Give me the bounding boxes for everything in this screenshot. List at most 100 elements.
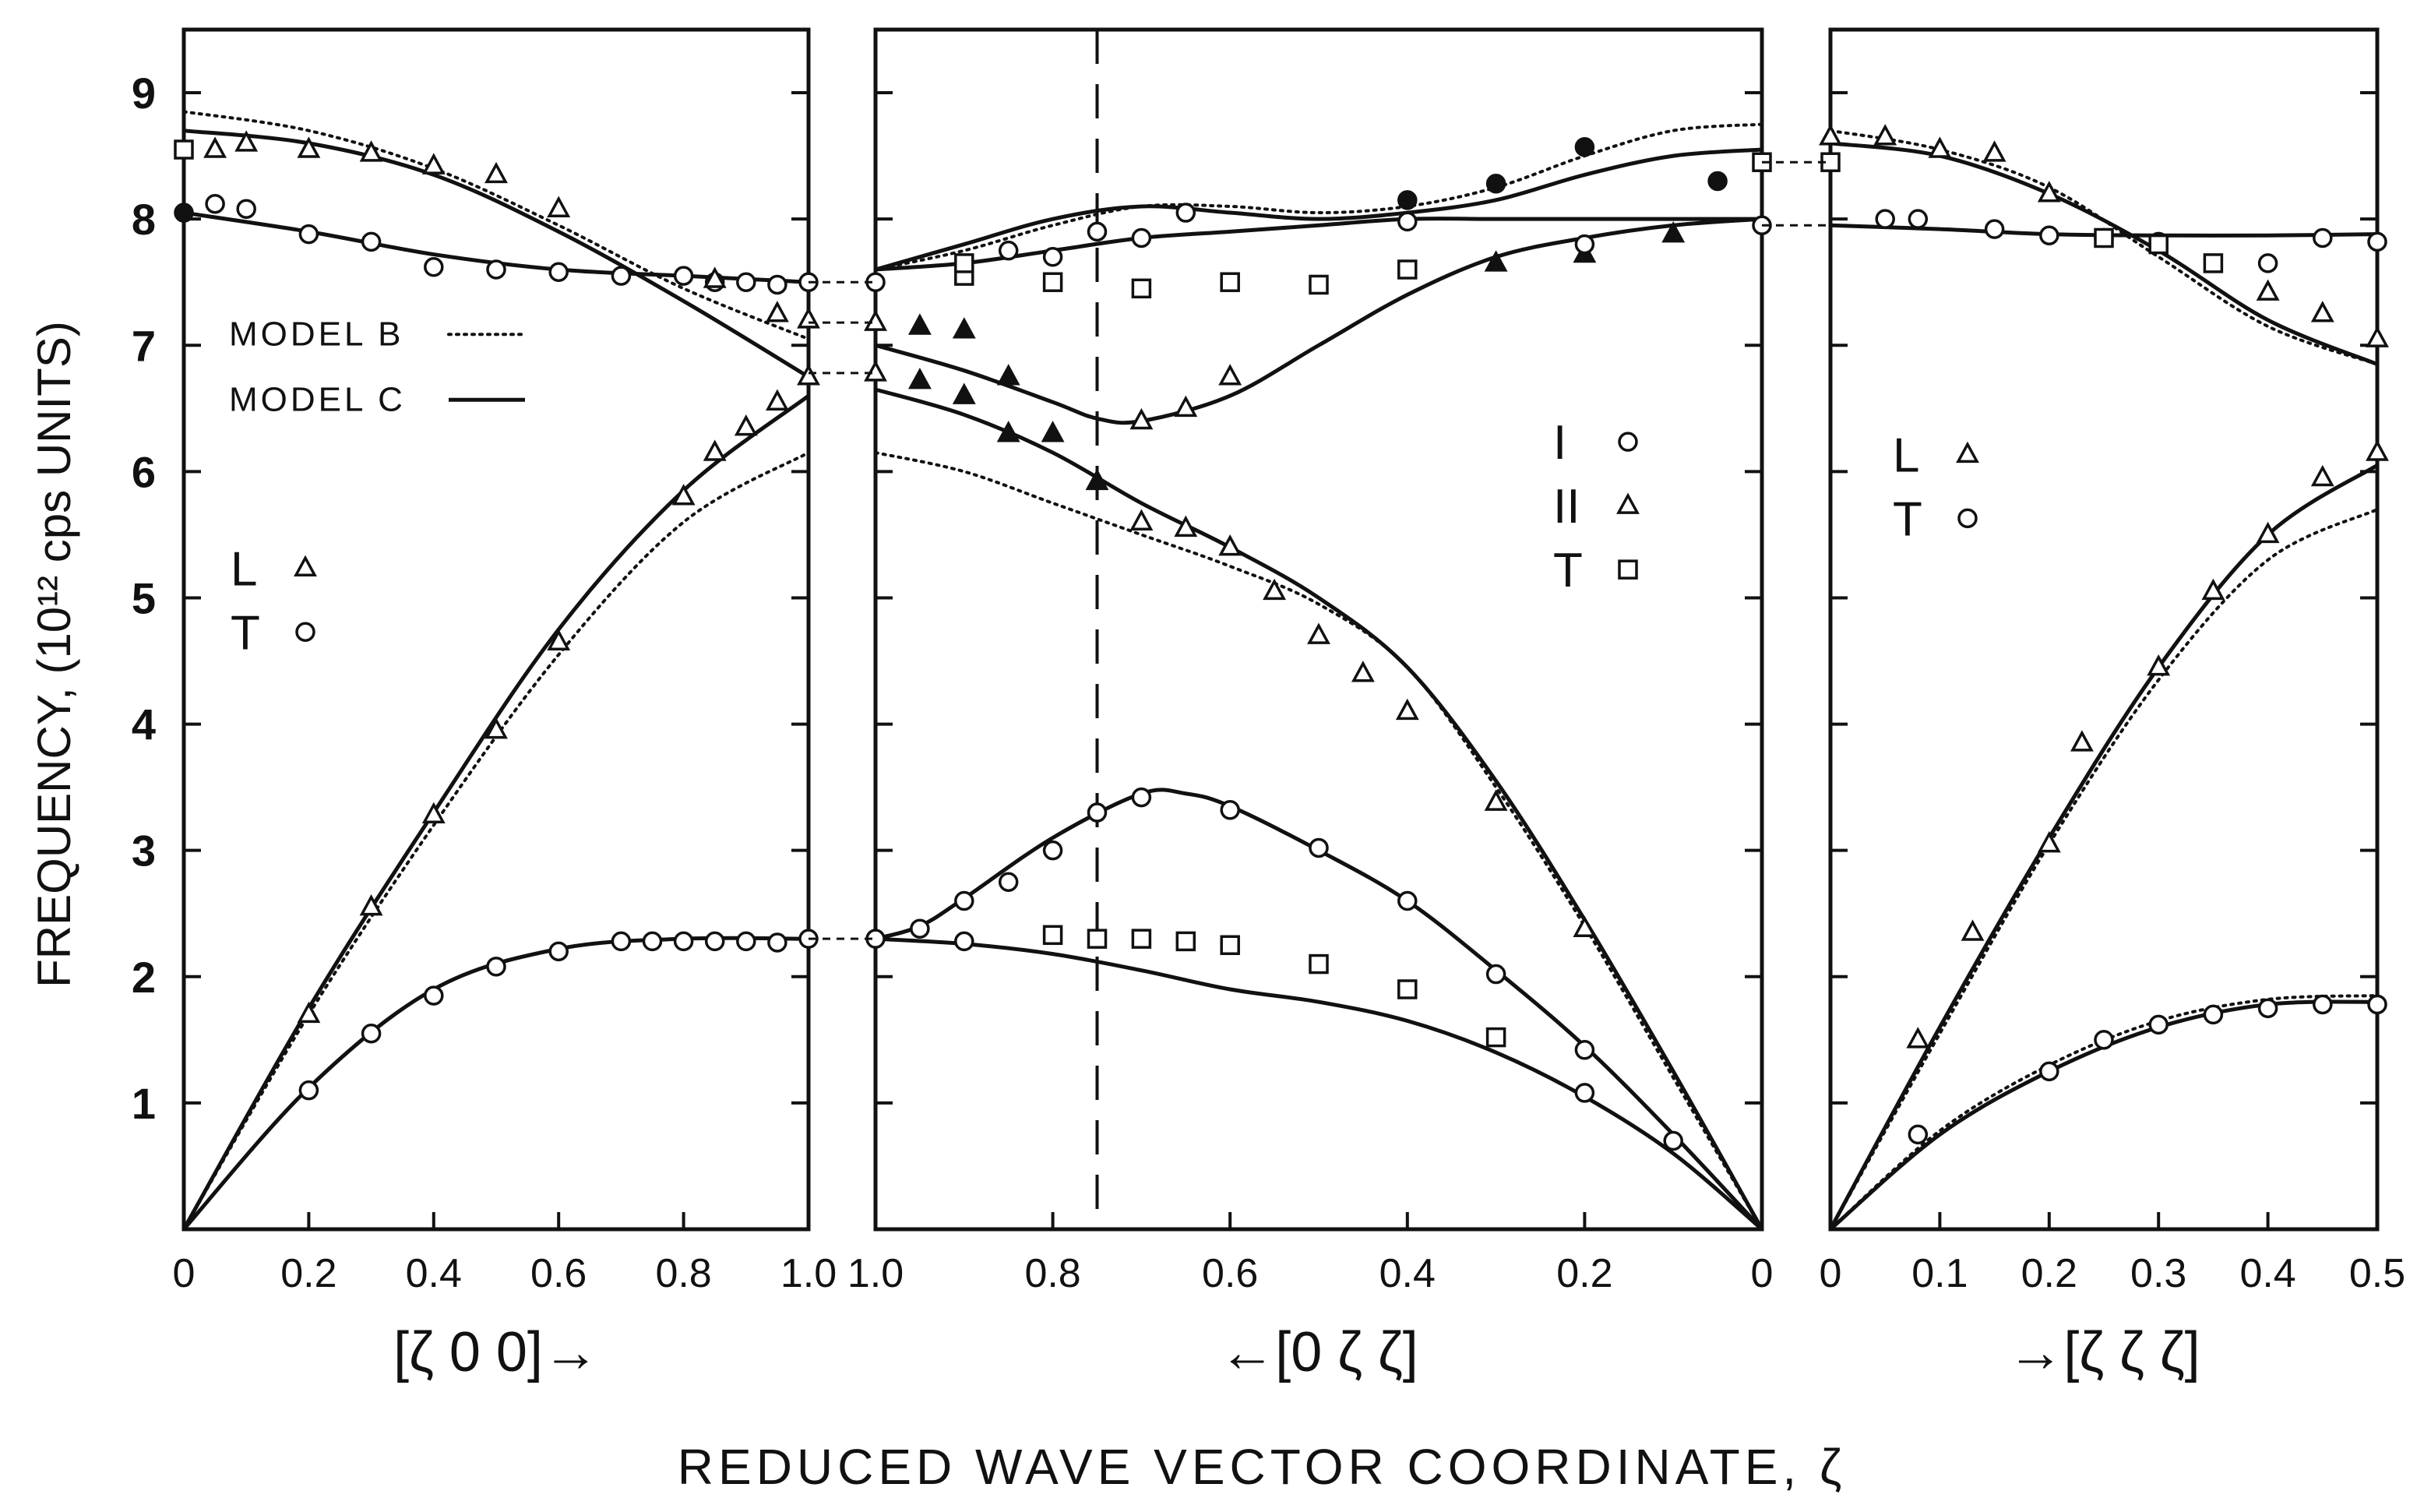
data-point-circle — [1087, 802, 1108, 823]
data-point-square — [1485, 1027, 1506, 1048]
legend-marker-square — [1618, 559, 1638, 580]
data-point-circle — [1087, 221, 1108, 242]
data-point-triangle — [2256, 279, 2280, 301]
data-point-triangle — [1873, 124, 1897, 146]
data-point-circle — [2257, 253, 2278, 273]
data-point-circle — [486, 957, 506, 977]
panel-frame — [181, 27, 811, 1232]
data-point-circle — [1042, 840, 1063, 861]
data-point-circle — [1131, 227, 1152, 248]
model-legend-label: MODEL B — [229, 315, 403, 353]
data-point-triangle — [864, 360, 887, 382]
y-tick-label: 7 — [132, 321, 156, 370]
data-point-triangle — [2366, 326, 2389, 347]
curve-model-c-low-T — [875, 936, 1763, 1231]
data-point-square — [2148, 234, 2169, 255]
data-point-triangle — [297, 136, 321, 158]
data-point-circle — [2367, 994, 2387, 1015]
data-point-circle — [2039, 225, 2059, 245]
data-point-filled-triangle — [952, 382, 976, 404]
data-point-circle — [1175, 203, 1196, 223]
curve-model-c-high-L — [875, 387, 1764, 1231]
legend-label: T — [1893, 492, 1922, 546]
data-point-triangle — [734, 414, 758, 436]
data-point-triangle — [1174, 515, 1198, 537]
legend-marker-triangle — [1616, 492, 1640, 514]
data-point-circle — [2313, 994, 2333, 1015]
data-point-square — [2203, 253, 2224, 273]
curve-model-c-optic-low — [875, 217, 1763, 425]
curve-model-c-acoustic-L — [1828, 463, 2379, 1231]
y-tick-label: 2 — [132, 953, 156, 1002]
data-point-triangle — [1961, 919, 1985, 941]
data-point-circle — [1131, 787, 1152, 808]
data-point-circle — [298, 224, 319, 245]
data-point-circle — [1220, 800, 1240, 820]
data-point-triangle — [547, 196, 571, 217]
data-point-triangle — [1906, 1027, 1930, 1049]
data-point-square — [174, 139, 194, 160]
data-point-square — [2094, 227, 2114, 248]
data-point-filled-triangle — [996, 364, 1020, 386]
data-point-triangle — [765, 301, 789, 322]
data-point-circle — [1908, 209, 1929, 229]
data-point-triangle — [1263, 578, 1287, 601]
data-point-triangle — [703, 266, 727, 288]
data-point-square — [1131, 929, 1152, 949]
y-axis-title: FREQUENCY, (10¹² cps UNITS) — [28, 321, 80, 988]
x-tick-label: 0.2 — [1556, 1251, 1612, 1296]
data-point-circle — [767, 932, 787, 953]
data-point-filled-circle — [174, 203, 194, 223]
curve-model-b-optic-L — [182, 110, 810, 341]
data-point-filled-triangle — [1041, 421, 1065, 442]
data-point-triangle — [203, 136, 227, 158]
data-point-circle — [1984, 219, 2005, 239]
data-point-triangle — [1129, 509, 1154, 530]
data-point-square — [1131, 278, 1152, 299]
data-point-circle — [673, 931, 694, 952]
data-point-circle — [361, 1023, 382, 1044]
data-point-circle — [205, 193, 225, 214]
data-point-circle — [424, 257, 444, 277]
legend-label: I — [1553, 416, 1566, 470]
data-point-filled-triangle — [1085, 468, 1109, 491]
panel-frame — [1828, 27, 2380, 1232]
data-point-filled-triangle — [952, 317, 976, 339]
direction-label: ←[0 ζ ζ] — [1219, 1321, 1418, 1383]
data-point-square — [1087, 929, 1108, 949]
x-tick-label: 0 — [1751, 1251, 1774, 1296]
data-point-circle — [486, 259, 506, 280]
data-point-circle — [2039, 1061, 2059, 1082]
data-point-circle — [1042, 247, 1063, 267]
data-point-square — [1220, 272, 1240, 292]
data-point-triangle — [547, 629, 571, 650]
x-tick-label: 0.6 — [530, 1251, 587, 1296]
data-point-triangle — [1218, 534, 1242, 556]
data-point-triangle — [1573, 915, 1597, 937]
data-point-triangle — [1129, 407, 1154, 430]
data-point-circle — [998, 240, 1019, 261]
data-point-circle — [298, 1080, 319, 1101]
data-point-triangle — [234, 130, 259, 152]
data-point-triangle — [864, 309, 887, 331]
data-point-square — [1175, 931, 1196, 952]
data-point-triangle — [2201, 578, 2225, 601]
data-point-circle — [1663, 1130, 1683, 1151]
data-point-triangle — [1174, 395, 1198, 418]
curve-model-c-acoustic-L — [181, 394, 810, 1231]
curve-model-b-acoustic-L — [1829, 508, 2379, 1231]
data-point-filled-circle — [1707, 171, 1728, 192]
data-point-triangle — [484, 717, 508, 739]
x-tick-label: 1.0 — [780, 1251, 837, 1296]
data-point-triangle — [2147, 654, 2171, 676]
data-point-square — [1309, 274, 1329, 295]
y-tick-label: 5 — [132, 573, 156, 622]
curve-model-c-mid-T — [875, 788, 1763, 1231]
data-point-triangle — [1351, 661, 1375, 682]
x-tick-label: 0.8 — [1024, 1251, 1080, 1296]
data-point-triangle — [359, 140, 383, 162]
data-point-circle — [2148, 1014, 2169, 1035]
curve-model-c-optic-L — [1830, 141, 2378, 366]
